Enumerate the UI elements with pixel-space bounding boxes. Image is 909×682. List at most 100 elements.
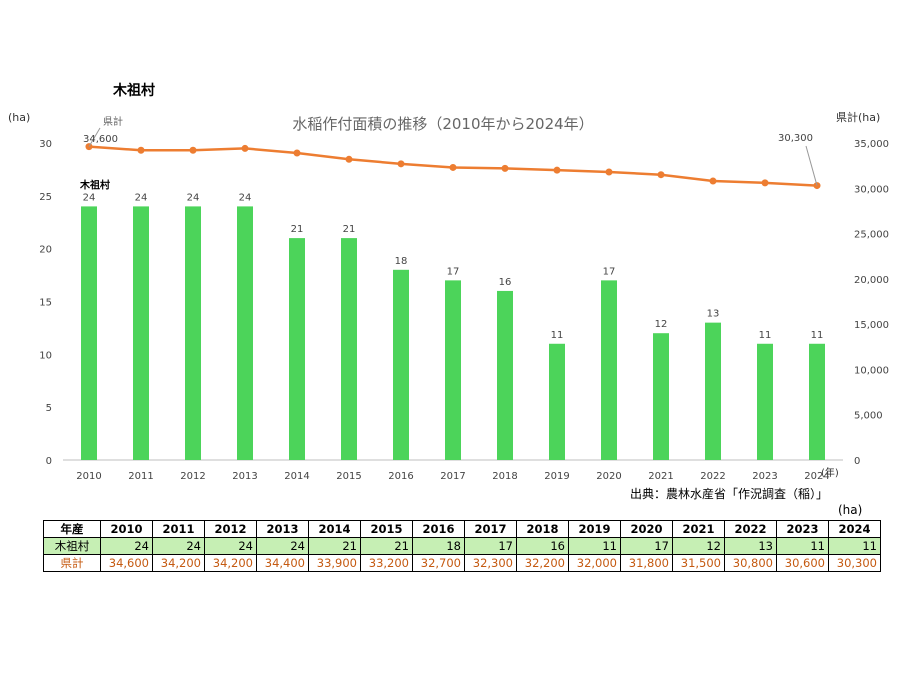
bar bbox=[653, 333, 669, 460]
right-tick-label: 5,000 bbox=[854, 411, 883, 422]
line-point bbox=[189, 146, 197, 154]
bar bbox=[601, 280, 617, 460]
right-tick-label: 25,000 bbox=[854, 230, 889, 241]
bar-data-label: 24 bbox=[187, 192, 200, 203]
bar bbox=[185, 206, 201, 460]
table-cell: 32,700 bbox=[412, 554, 465, 572]
bar-data-label: 11 bbox=[551, 330, 564, 341]
x-tick-label: 2022 bbox=[700, 471, 725, 482]
bar-data-label: 24 bbox=[135, 192, 148, 203]
bar bbox=[393, 269, 409, 460]
table-cell: 33,900 bbox=[308, 554, 361, 572]
right-axis-label: 県計(ha) bbox=[836, 110, 880, 124]
line-last-value-label: 30,300 bbox=[778, 133, 813, 144]
right-tick-label: 10,000 bbox=[854, 365, 889, 376]
x-tick-label: 2015 bbox=[336, 471, 361, 482]
x-tick-label: 2012 bbox=[180, 471, 205, 482]
table-cell: 31,500 bbox=[672, 554, 725, 572]
bar bbox=[81, 206, 97, 460]
x-axis-unit: (年) bbox=[821, 466, 839, 479]
bar-data-label: 21 bbox=[291, 224, 304, 235]
x-tick-label: 2019 bbox=[544, 471, 569, 482]
x-tick-label: 2020 bbox=[596, 471, 621, 482]
table-cell: 21 bbox=[360, 537, 413, 555]
table-year-header: 2018 bbox=[516, 520, 569, 538]
bar bbox=[809, 343, 825, 460]
line-point bbox=[137, 146, 145, 154]
data-table: 年産 2010 2011 2012 2013 2014 2015 2016 2017 2018 2… bbox=[43, 520, 881, 572]
right-tick-label: 30,000 bbox=[854, 184, 889, 195]
line-series-label: 県計 bbox=[103, 115, 123, 128]
line-point bbox=[241, 144, 249, 152]
line-point bbox=[709, 177, 717, 185]
table-cell: 18 bbox=[412, 537, 465, 555]
table-cell: 30,300 bbox=[828, 554, 881, 572]
table-year-header: 2020 bbox=[620, 520, 673, 538]
table-cell: 12 bbox=[672, 537, 725, 555]
table-cell: 24 bbox=[256, 537, 309, 555]
table-header-label: 年産 bbox=[43, 520, 101, 538]
line-point bbox=[605, 168, 613, 176]
table-cell: 24 bbox=[152, 537, 205, 555]
line-point bbox=[293, 149, 301, 157]
table-year-header: 2017 bbox=[464, 520, 517, 538]
line-point bbox=[397, 160, 405, 168]
x-tick-label: 2014 bbox=[284, 471, 309, 482]
bar bbox=[289, 238, 305, 460]
table-row-mura: 木祖村 24 24 24 24 21 21 18 17 16 11 17 12 13 11 11 bbox=[43, 537, 881, 555]
right-tick-label: 35,000 bbox=[854, 139, 889, 150]
left-tick-label: 10 bbox=[39, 350, 52, 361]
area-chart: 水稲作付面積の推移（2010年から2024年） (ha) 県計(ha) (年) … bbox=[8, 110, 889, 482]
left-tick-label: 5 bbox=[46, 403, 52, 414]
line-point bbox=[345, 155, 353, 163]
table-row-label: 木祖村 bbox=[43, 537, 101, 555]
right-tick-label: 15,000 bbox=[854, 320, 889, 331]
right-tick-label: 0 bbox=[854, 456, 860, 467]
table-year-header: 2021 bbox=[672, 520, 725, 538]
bar-data-label: 17 bbox=[447, 266, 460, 277]
bar-data-label: 11 bbox=[759, 330, 772, 341]
table-cell: 16 bbox=[516, 537, 569, 555]
source-note: 出典：農林水産省「作況調査（稲）」 bbox=[630, 487, 829, 501]
bar bbox=[133, 206, 149, 460]
table-header-row: 年産 2010 2011 2012 2013 2014 2015 2016 2017 2018 2… bbox=[43, 520, 881, 538]
table-year-header: 2011 bbox=[152, 520, 205, 538]
table-year-header: 2016 bbox=[412, 520, 465, 538]
left-tick-label: 0 bbox=[46, 456, 52, 467]
callout-line bbox=[805, 145, 818, 186]
left-tick-label: 20 bbox=[39, 245, 52, 256]
left-tick-label: 25 bbox=[39, 192, 52, 203]
x-tick-label: 2021 bbox=[648, 471, 673, 482]
bar-data-label: 21 bbox=[343, 224, 356, 235]
x-tick-label: 2024 bbox=[804, 471, 829, 482]
table-unit: (ha) bbox=[838, 503, 863, 517]
x-tick-label: 2016 bbox=[388, 471, 413, 482]
page-heading: 木祖村 bbox=[113, 83, 155, 99]
table-year-header: 2022 bbox=[724, 520, 777, 538]
bar-data-label: 18 bbox=[395, 256, 408, 267]
table-year-header: 2019 bbox=[568, 520, 621, 538]
table-cell: 33,200 bbox=[360, 554, 413, 572]
bar-data-label: 12 bbox=[655, 319, 668, 330]
bar bbox=[237, 206, 253, 460]
x-tick-label: 2017 bbox=[440, 471, 465, 482]
table-cell: 34,200 bbox=[204, 554, 257, 572]
line-first-value-label: 34,600 bbox=[83, 134, 118, 145]
table-cell: 24 bbox=[100, 537, 153, 555]
bar-data-label: 11 bbox=[811, 330, 824, 341]
bar-series-label: 木祖村 bbox=[79, 178, 110, 191]
bar-data-label: 24 bbox=[83, 192, 96, 203]
table-cell: 32,000 bbox=[568, 554, 621, 572]
table-cell: 34,400 bbox=[256, 554, 309, 572]
table-year-header: 2015 bbox=[360, 520, 413, 538]
bar-data-label: 16 bbox=[499, 277, 512, 288]
table-year-header: 2023 bbox=[776, 520, 829, 538]
line-point bbox=[553, 166, 561, 174]
table-cell: 21 bbox=[308, 537, 361, 555]
bar bbox=[549, 343, 565, 460]
bar-data-label: 24 bbox=[239, 192, 252, 203]
line-point bbox=[657, 171, 665, 179]
table-cell: 13 bbox=[724, 537, 777, 555]
table-cell: 30,600 bbox=[776, 554, 829, 572]
table-year-header: 2014 bbox=[308, 520, 361, 538]
